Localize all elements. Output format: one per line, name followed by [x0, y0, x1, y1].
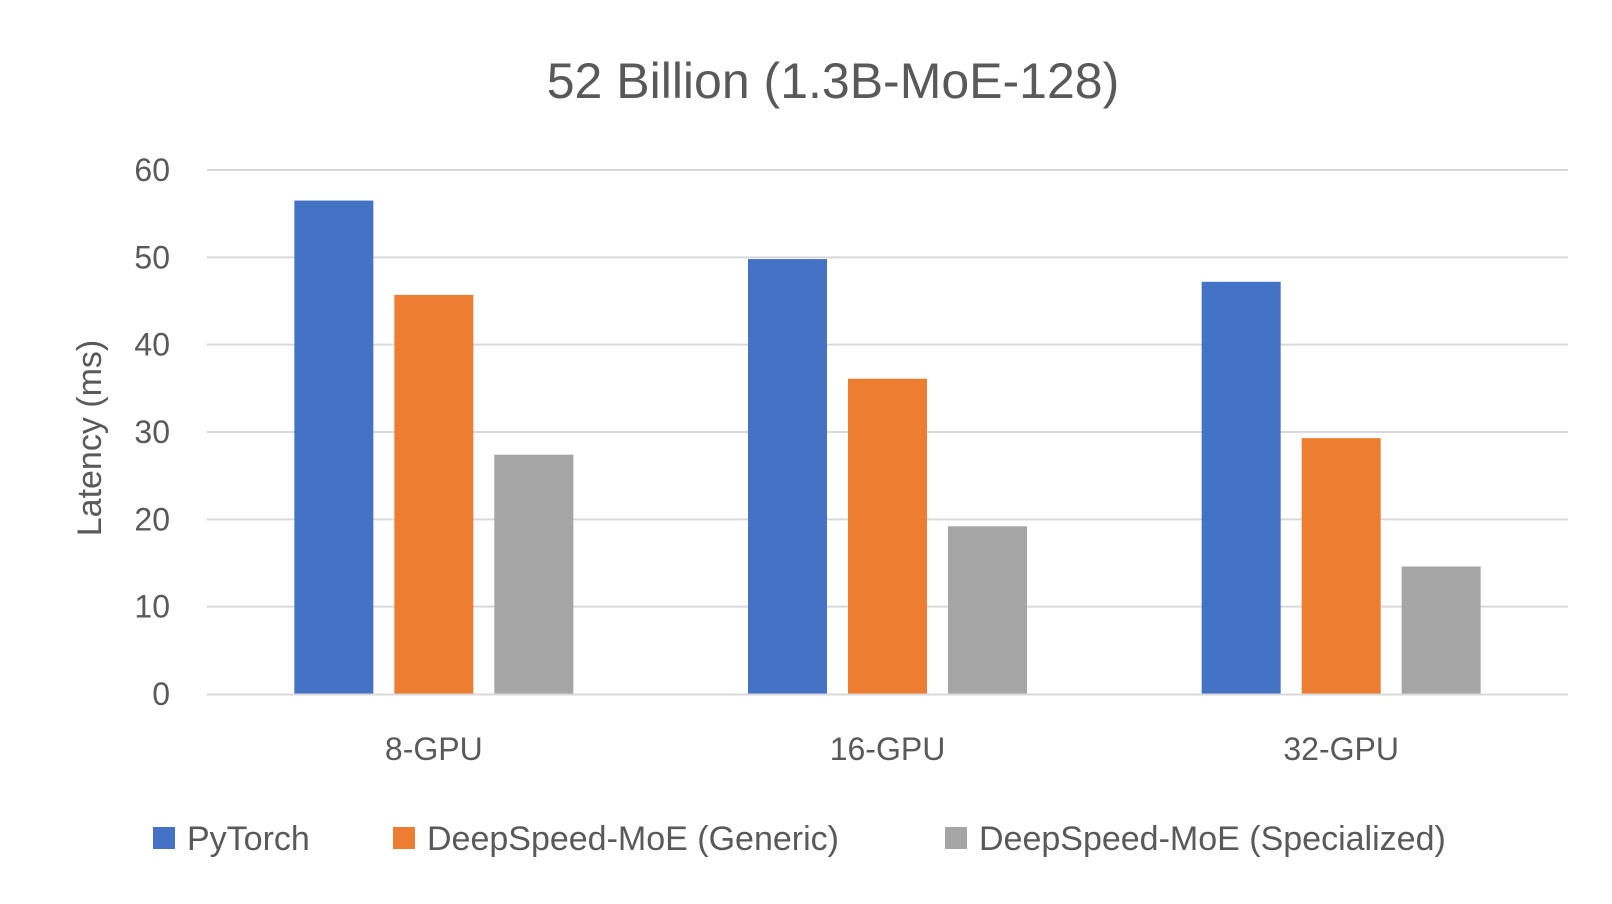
x-tick-label: 16-GPU — [830, 731, 946, 767]
x-tick-label: 32-GPU — [1283, 731, 1399, 767]
y-tick-label: 40 — [134, 327, 170, 363]
legend-label: PyTorch — [187, 820, 310, 858]
y-axis-title: Latency (ms) — [71, 340, 109, 537]
y-tick-label: 10 — [134, 589, 170, 625]
bar-pytorch-16-gpu — [748, 259, 827, 694]
legend: PyTorch DeepSpeed-MoE (Generic) DeepSpeed-… — [153, 820, 1446, 858]
y-tick-label: 20 — [134, 501, 170, 537]
x-axis-ticks: 8-GPU 16-GPU 32-GPU — [385, 731, 1399, 767]
y-tick-label: 30 — [134, 414, 170, 450]
bar-pytorch-8-gpu — [294, 200, 374, 695]
legend-label: DeepSpeed-MoE (Specialized) — [979, 820, 1446, 858]
legend-swatch — [945, 827, 967, 849]
y-tick-label: 0 — [152, 676, 170, 712]
chart-title: 52 Billion (1.3B-MoE-128) — [547, 53, 1120, 109]
legend-swatch — [153, 827, 175, 849]
y-tick-label: 60 — [134, 152, 170, 188]
bar-deepspeed-moe-generic-16-gpu — [848, 378, 927, 694]
bar-deepspeed-moe-specialized-8-gpu — [494, 454, 574, 694]
bars — [294, 200, 1481, 695]
y-tick-label: 50 — [134, 239, 170, 275]
bar-pytorch-32-gpu — [1201, 281, 1281, 694]
bar-deepspeed-moe-specialized-32-gpu — [1401, 566, 1481, 694]
x-tick-label: 8-GPU — [385, 731, 483, 767]
legend-label: DeepSpeed-MoE (Generic) — [427, 820, 839, 858]
legend-swatch — [393, 827, 415, 849]
bar-deepspeed-moe-generic-32-gpu — [1301, 438, 1381, 694]
bar-deepspeed-moe-specialized-16-gpu — [948, 526, 1027, 694]
bar-deepspeed-moe-generic-8-gpu — [394, 294, 474, 694]
y-axis-ticks: 0 10 20 30 40 50 60 — [134, 152, 170, 712]
